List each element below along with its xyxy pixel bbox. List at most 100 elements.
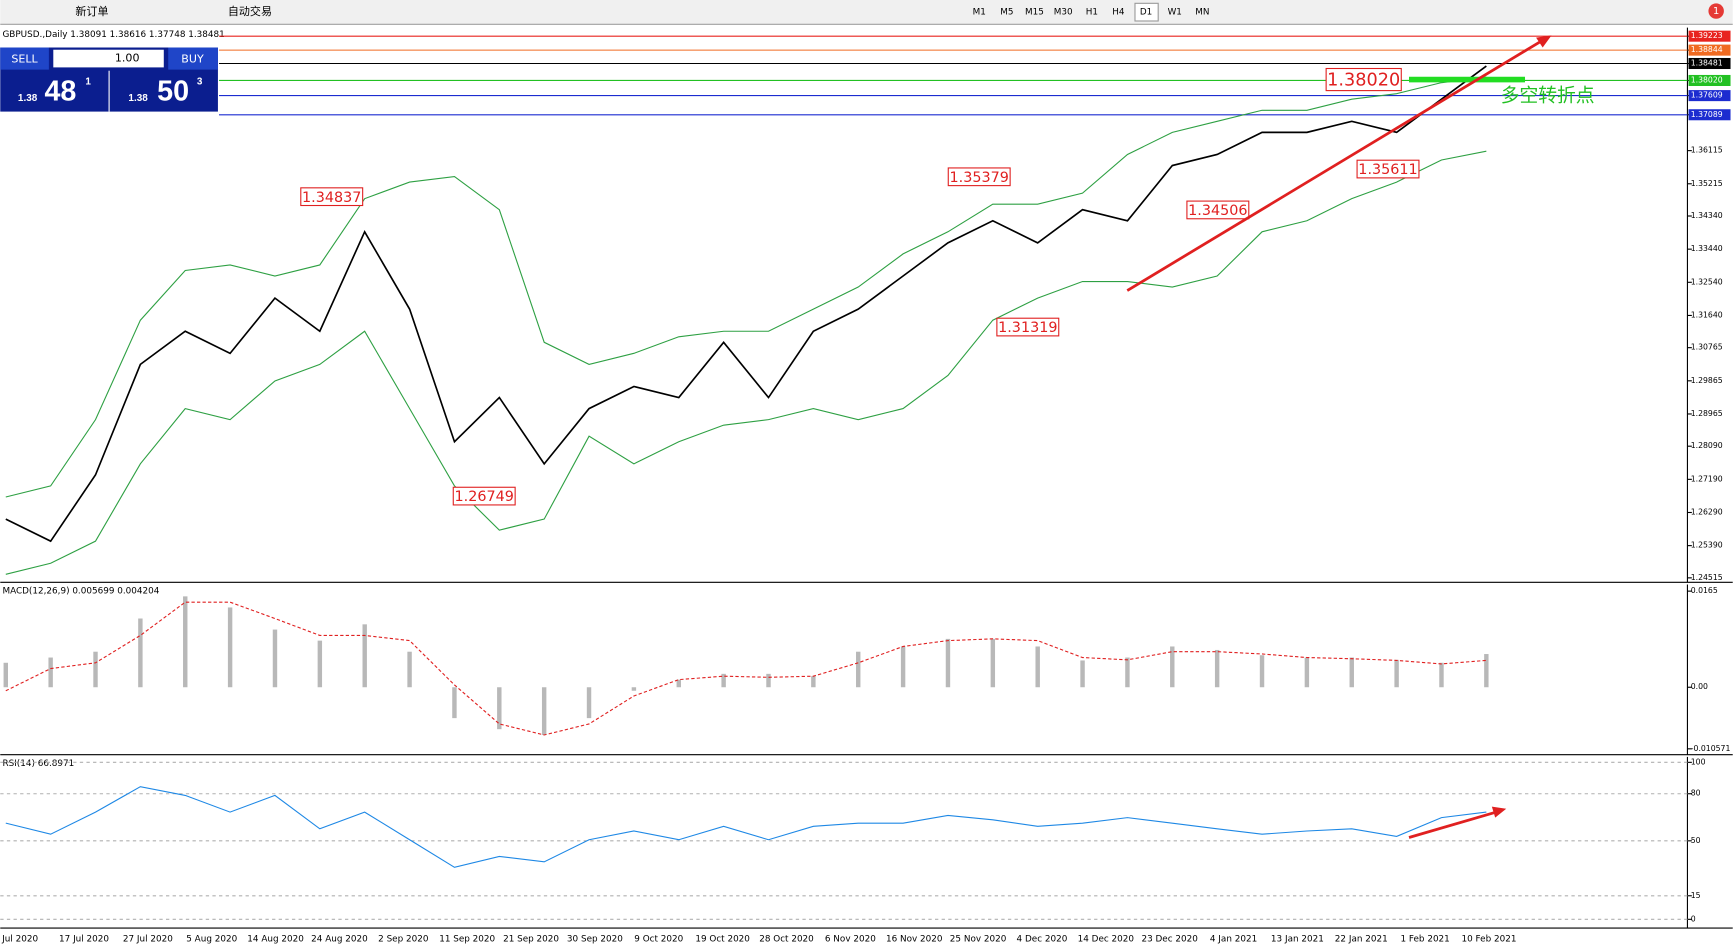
x-tick-label: 1 Feb 2021	[1400, 935, 1449, 945]
macd-bar	[1394, 659, 1399, 688]
panel-title: RSI(14) 66.8971	[2, 759, 74, 769]
price-annotation-box	[996, 317, 1060, 337]
y-tick-label: 1.37609	[1691, 91, 1723, 100]
macd-bar	[945, 638, 951, 688]
quote-text: 1.38	[128, 93, 148, 104]
panel-title: GBPUSD.,Daily 1.38091 1.38616 1.37748 1.…	[2, 30, 224, 40]
y-tick-label: 0.00	[1691, 682, 1708, 691]
timeframe-button[interactable]: M1	[973, 8, 986, 18]
macd-bar	[138, 618, 143, 688]
lot-input[interactable]	[53, 49, 164, 68]
timeframe-button[interactable]: M15	[1025, 8, 1044, 18]
timeframe-button[interactable]: D1	[1140, 8, 1152, 18]
x-tick-label: 11 Sep 2020	[439, 935, 495, 945]
trend-arrowhead	[1536, 35, 1552, 48]
y-tick-label: 1.38844	[1691, 45, 1723, 54]
macd-bar	[766, 673, 771, 688]
y-tick-label: 1.32540	[1691, 277, 1723, 286]
macd-bar	[93, 651, 98, 688]
macd-bar	[1080, 660, 1085, 688]
macd-bar	[362, 624, 367, 688]
timeframe-button[interactable]: MN	[1195, 8, 1209, 18]
y-tick-label: 1.39223	[1691, 31, 1723, 40]
series-line	[5, 786, 1487, 868]
x-tick-label: 14 Dec 2020	[1078, 935, 1135, 945]
toolbar	[0, 0, 1733, 25]
macd-bar	[1035, 646, 1040, 688]
macd-bar	[1214, 649, 1220, 688]
y-tick-label: 1.29865	[1691, 376, 1723, 385]
quote-text: 50	[157, 75, 189, 107]
y-tick-label: 1.34340	[1691, 211, 1723, 220]
macd-bar	[721, 673, 726, 688]
x-tick-label: 25 Nov 2020	[950, 935, 1007, 945]
sell-label[interactable]: SELL	[11, 53, 38, 66]
macd-bar	[452, 687, 457, 719]
x-tick-label: 19 Oct 2020	[695, 935, 750, 945]
y-tick-label: 50	[1691, 836, 1701, 845]
toolbar-button[interactable]: 新订单	[75, 4, 108, 18]
macd-bar	[317, 640, 323, 688]
trend-arrow	[1126, 39, 1543, 292]
price-annotation-box	[1325, 67, 1402, 92]
level-label-bg	[1688, 90, 1731, 102]
level-label-bg	[1688, 57, 1731, 70]
y-tick-label: 1.28965	[1691, 409, 1723, 418]
macd-bar	[227, 607, 233, 688]
timeframe-button[interactable]: M5	[1000, 8, 1013, 18]
x-tick-label: 22 Jan 2021	[1335, 935, 1388, 945]
macd-bar	[586, 687, 592, 719]
price-annotation: 1.34506	[1188, 203, 1247, 219]
y-tick-label: 1.38481	[1691, 58, 1723, 67]
macd-bar	[497, 687, 502, 730]
toolbar-button[interactable]: 自动交易	[228, 4, 272, 18]
series-line	[5, 76, 1487, 498]
trend-arrow	[1408, 810, 1497, 839]
macd-bar	[856, 651, 861, 688]
timeframe-button[interactable]: M30	[1054, 8, 1073, 18]
x-tick-label: 16 Nov 2020	[886, 935, 943, 945]
timeframe-button[interactable]: H1	[1086, 8, 1098, 18]
macd-bar	[676, 679, 681, 688]
price-annotation-box	[452, 486, 516, 506]
y-tick-label: 0.0165	[1691, 586, 1718, 595]
x-tick-label: 28 Oct 2020	[759, 935, 814, 945]
x-tick-label: 23 Dec 2020	[1141, 935, 1198, 945]
macd-bar	[183, 596, 188, 688]
y-tick-label: 1.33440	[1691, 244, 1723, 253]
level-label-bg	[1688, 30, 1731, 42]
x-tick-label: 4 Dec 2020	[1017, 935, 1068, 945]
price-annotation: 1.31319	[998, 320, 1057, 336]
price-annotation: 1.35379	[950, 170, 1009, 186]
price-annotation: 1.35611	[1358, 162, 1417, 178]
alert-badge	[1708, 3, 1724, 19]
y-tick-label: 1.25390	[1691, 541, 1723, 550]
quote-text: 3	[197, 76, 203, 87]
x-tick-label: 17 Jul 2020	[59, 935, 109, 945]
price-annotation-box	[947, 167, 1011, 187]
y-tick-label: 1.30765	[1691, 343, 1723, 352]
x-tick-label: 2 Sep 2020	[378, 935, 429, 945]
macd-bar	[541, 687, 547, 736]
x-tick-label: 30 Sep 2020	[567, 935, 623, 945]
alert-count: 1	[1713, 6, 1719, 17]
y-tick-label: 1.31640	[1691, 310, 1723, 319]
macd-bar	[1259, 655, 1265, 688]
timeframe-button[interactable]: H4	[1112, 8, 1125, 18]
timeframe-button[interactable]: W1	[1168, 8, 1182, 18]
macd-bar	[1349, 657, 1354, 688]
lot-value[interactable]: 1.00	[115, 52, 140, 65]
x-tick-label: 4 Jan 2021	[1210, 935, 1257, 945]
x-tick-label: 14 Aug 2020	[247, 935, 304, 945]
sell-button[interactable]	[0, 47, 49, 70]
y-tick-label: 15	[1691, 891, 1701, 900]
active-timeframe	[1134, 2, 1159, 22]
series-line	[5, 65, 1487, 543]
y-tick-label: 1.38020	[1691, 75, 1723, 84]
y-tick-label: 1.28090	[1691, 441, 1723, 450]
macd-bar	[1125, 657, 1130, 688]
buy-button[interactable]	[168, 47, 218, 70]
y-tick-label: 1.26290	[1691, 507, 1723, 516]
price-annotation-box	[300, 187, 364, 207]
buy-label[interactable]: BUY	[181, 53, 204, 66]
